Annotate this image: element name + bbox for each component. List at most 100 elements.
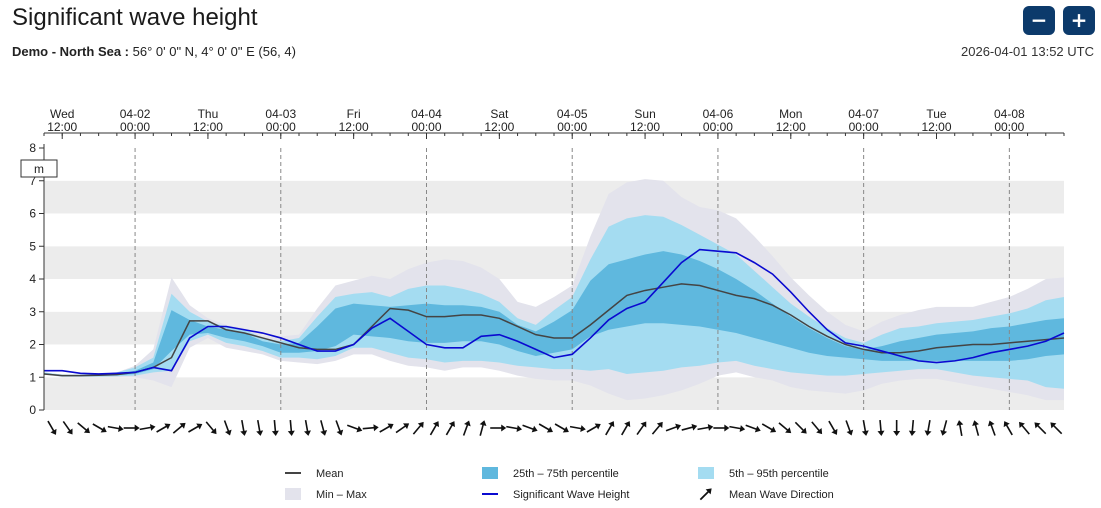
zoom-in-button[interactable]: + <box>1063 6 1095 35</box>
arrow-shaft <box>745 424 759 431</box>
arrow-head <box>501 424 507 432</box>
arrow-shaft <box>395 424 408 434</box>
arrow-head <box>675 423 682 431</box>
legend-label: Mean <box>316 468 344 480</box>
arrow-shaft <box>697 426 711 431</box>
x-tick-label-bottom: 00:00 <box>266 120 296 134</box>
arrow-head <box>546 426 553 433</box>
arrow-head <box>134 424 140 432</box>
x-tick-label-top: 04-02 <box>120 107 151 121</box>
wave-direction-arrow <box>972 420 980 436</box>
x-tick-label-bottom: 12:00 <box>921 120 951 134</box>
arrow-head <box>562 426 569 433</box>
x-tick-label-top: Wed <box>50 107 74 121</box>
x-tick-label-top: 04-06 <box>703 107 734 121</box>
arrow-head <box>1050 422 1057 429</box>
x-tick-label-top: Mon <box>779 107 802 121</box>
arrow-head <box>580 425 586 432</box>
arrow-shaft <box>586 424 599 433</box>
wave-direction-arrow <box>172 422 186 434</box>
wave-direction-arrow <box>490 424 507 432</box>
arrow-shaft <box>1035 423 1047 435</box>
arrow-head <box>640 421 647 428</box>
wave-direction-arrow <box>92 423 107 433</box>
arrow-head <box>893 431 901 436</box>
wave-direction-arrow <box>522 424 538 433</box>
arrow-shaft <box>479 422 485 436</box>
y-tick-label: 3 <box>29 305 36 319</box>
wave-direction-arrow <box>62 420 73 435</box>
arrow-shaft <box>77 422 89 432</box>
arrow-shaft <box>188 424 201 433</box>
wave-direction-arrow <box>1003 421 1013 436</box>
wave-direction-arrow <box>139 424 156 431</box>
arrow-head <box>256 430 264 436</box>
arrow-shaft <box>172 424 184 434</box>
arrow-head <box>271 430 279 436</box>
wave-direction-arrow <box>569 425 586 432</box>
wave-direction-arrow <box>828 420 838 435</box>
arrow-shaft <box>1020 423 1030 435</box>
arrow-head <box>1019 421 1025 428</box>
arrow-head <box>50 428 57 435</box>
arrow-head <box>861 430 869 436</box>
x-tick-label-top: Sun <box>634 107 655 121</box>
page-title: Significant wave height <box>12 4 258 31</box>
arrow-head <box>196 423 203 430</box>
wave-direction-arrow <box>395 423 410 434</box>
wave-direction-arrow <box>636 421 647 436</box>
wave-direction-arrow <box>506 425 523 432</box>
wave-direction-arrow <box>845 420 854 436</box>
legend-item: Mean Wave Direction <box>699 488 834 501</box>
arrow-head <box>118 425 124 432</box>
arrow-shaft <box>445 423 454 436</box>
arrow-head <box>707 424 714 431</box>
arrow-head <box>691 423 698 431</box>
arrow-shaft <box>538 423 551 432</box>
wave-direction-arrow <box>811 421 823 435</box>
wave-direction-arrow <box>412 421 424 435</box>
legend-label: Mean Wave Direction <box>729 489 834 501</box>
wave-direction-arrow <box>778 422 792 434</box>
wave-direction-arrow <box>205 421 217 435</box>
wave-direction-arrow <box>940 420 948 436</box>
grid-band <box>44 180 1064 214</box>
legend-label: 25th – 75th percentile <box>513 468 619 480</box>
wave-direction-arrow <box>240 419 248 436</box>
arrow-head <box>987 420 995 427</box>
arrow-shaft <box>522 424 536 431</box>
arrow-shaft <box>47 420 56 433</box>
x-tick-label-top: 04-07 <box>848 107 879 121</box>
arrow-head <box>531 425 538 433</box>
wave-direction-arrow <box>861 419 869 436</box>
arrow-head <box>164 423 171 430</box>
x-tick-label-top: 04-08 <box>994 107 1025 121</box>
zoom-out-button[interactable]: − <box>1023 6 1055 35</box>
arrow-head <box>724 424 730 432</box>
wave-direction-arrow <box>77 422 90 434</box>
wave-direction-arrow <box>605 421 615 436</box>
wave-direction-arrow <box>621 421 631 436</box>
line-significant-wave-height <box>44 248 1065 375</box>
arrow-head <box>179 422 186 429</box>
wave-direction-arrow <box>304 419 311 436</box>
x-tick-label-bottom: 00:00 <box>120 120 150 134</box>
wave-direction-arrow <box>1034 422 1047 435</box>
arrow-head <box>448 421 455 428</box>
wave-direction-arrow <box>1050 422 1063 435</box>
wave-direction-arrow <box>987 420 996 436</box>
arrow-shaft <box>811 421 821 433</box>
arrow-shaft <box>304 419 309 434</box>
arrow-shaft <box>761 423 774 432</box>
arrow-shaft <box>879 419 882 434</box>
unit-box <box>20 159 58 178</box>
arrow-shaft <box>862 419 867 434</box>
legend-arrow-symbol <box>699 488 712 501</box>
arrow-head <box>240 430 248 436</box>
legend-item: 25th – 75th percentile <box>482 467 619 480</box>
arrow-shaft <box>974 422 980 436</box>
wave-direction-arrow <box>223 420 232 436</box>
legend-label: 5th – 95th percentile <box>729 468 829 480</box>
wave-direction-arrow <box>188 423 203 433</box>
arrow-shaft <box>241 419 245 434</box>
